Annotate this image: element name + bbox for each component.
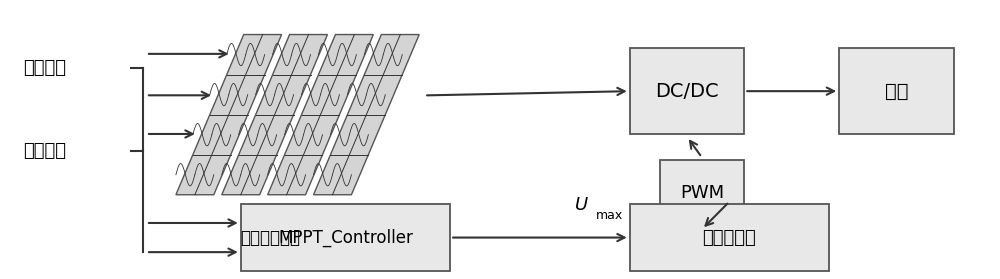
Polygon shape [176, 35, 282, 195]
Text: max: max [596, 209, 623, 222]
FancyBboxPatch shape [630, 205, 829, 271]
Text: PWM: PWM [680, 184, 724, 202]
Text: MPPT_Controller: MPPT_Controller [278, 229, 413, 247]
Text: 光伏电池阵列: 光伏电池阵列 [241, 229, 301, 247]
Text: 环境温度: 环境温度 [23, 59, 66, 77]
Text: 恒电压控制: 恒电压控制 [702, 229, 756, 247]
Polygon shape [314, 35, 419, 195]
Polygon shape [268, 35, 373, 195]
Polygon shape [222, 35, 327, 195]
FancyBboxPatch shape [839, 48, 954, 134]
FancyBboxPatch shape [241, 205, 450, 271]
Text: DC/DC: DC/DC [655, 82, 719, 101]
FancyBboxPatch shape [660, 160, 744, 227]
Text: 光辐射度: 光辐射度 [23, 141, 66, 160]
FancyBboxPatch shape [630, 48, 744, 134]
Text: 负载: 负载 [885, 82, 908, 101]
Text: $U$: $U$ [574, 196, 589, 214]
